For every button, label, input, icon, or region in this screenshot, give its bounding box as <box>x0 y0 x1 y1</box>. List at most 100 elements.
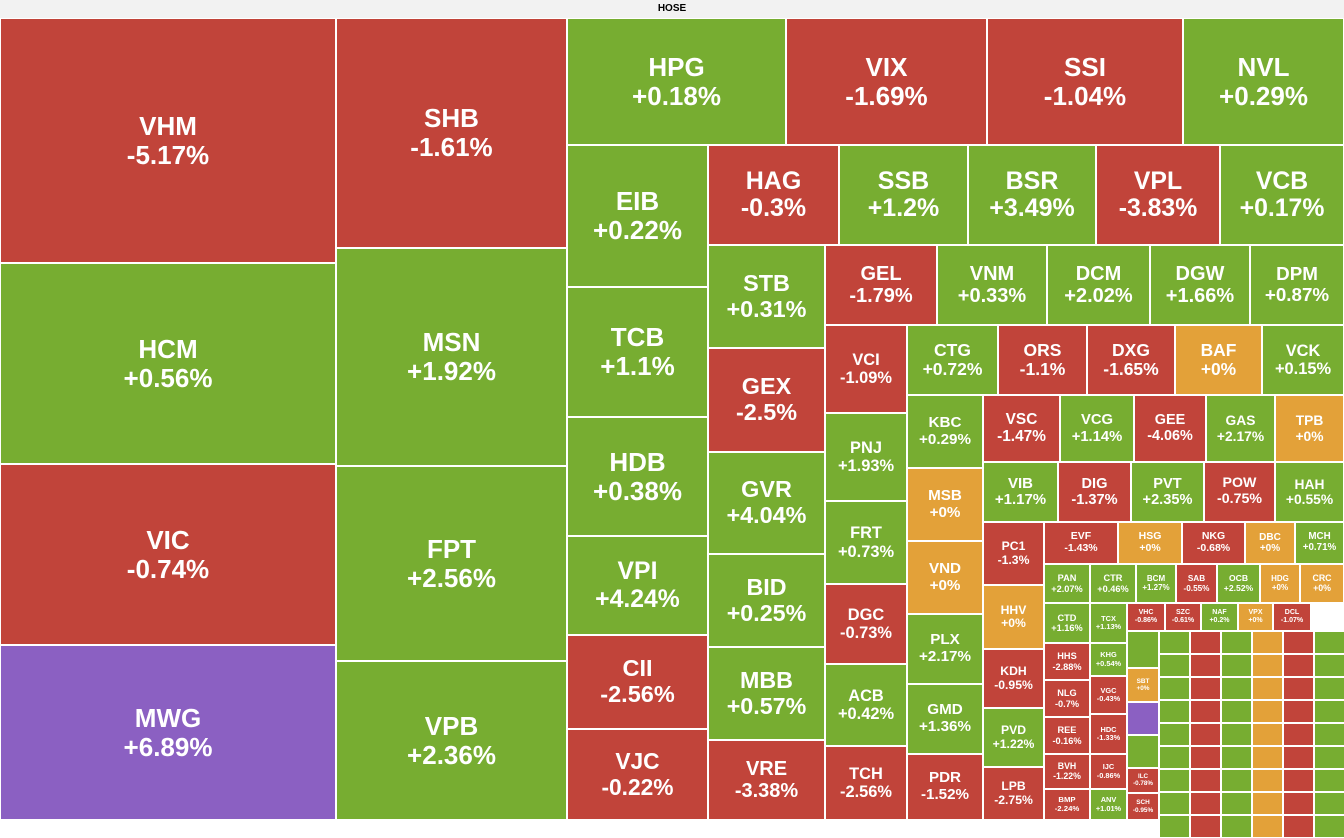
ticker: KDH <box>1000 664 1027 679</box>
ticker: NVL <box>1237 51 1290 82</box>
stock-tile: CTR +0.46% <box>1090 564 1136 603</box>
stock-tile: VPX +0% <box>1238 603 1273 631</box>
minor-tile <box>1190 769 1221 792</box>
ticker: VPX <box>1248 609 1263 617</box>
minor-tile <box>1159 631 1190 654</box>
minor-tile <box>1190 700 1221 723</box>
stock-tile: SAB -0.55% <box>1176 564 1217 603</box>
ticker: HSG <box>1138 530 1162 543</box>
change-label: -0.75% <box>1217 491 1262 507</box>
minor-tile <box>1127 702 1159 735</box>
change-label: -0.22% <box>601 773 674 800</box>
change-label: +0.72% <box>922 359 983 379</box>
ticker: HDC <box>1100 724 1117 734</box>
stock-tile: SSI -1.04% <box>987 18 1183 145</box>
ticker: GEE <box>1154 411 1186 428</box>
change-label: +2.56% <box>407 562 496 593</box>
change-label: +0.2% <box>1209 617 1230 624</box>
change-label: +0.15% <box>1274 360 1332 378</box>
ticker: VSC <box>1005 410 1038 428</box>
stock-tile: MWG +6.89% <box>0 645 336 820</box>
change-label: +1.1% <box>600 351 675 381</box>
stock-tile: IJC -0.86% <box>1090 754 1127 789</box>
ticker: BSR <box>1005 166 1059 195</box>
stock-tile: DIG -1.37% <box>1058 462 1131 522</box>
ticker: DCM <box>1075 263 1122 285</box>
change-label: -1.65% <box>1103 359 1159 379</box>
ticker: GEL <box>860 263 902 285</box>
stock-tile: HAH +0.55% <box>1275 462 1344 522</box>
minor-tile <box>1252 769 1283 792</box>
stock-tile: LPB -2.75% <box>983 767 1044 820</box>
change-label: +0.33% <box>957 285 1027 307</box>
change-label: +4.04% <box>726 502 807 528</box>
change-label: +1.66% <box>1165 285 1235 307</box>
stock-tile: CTD +1.16% <box>1044 603 1090 643</box>
minor-tile <box>1190 631 1221 654</box>
ticker: CTG <box>934 339 971 360</box>
stock-tile: GEE -4.06% <box>1134 395 1206 462</box>
change-label: -1.52% <box>920 786 970 803</box>
stock-tile: DPM +0.87% <box>1250 245 1344 325</box>
change-label: +2.36% <box>407 739 496 770</box>
change-label: +0% <box>929 503 961 521</box>
minor-tile <box>1314 700 1344 723</box>
ticker: KBC <box>928 413 962 431</box>
stock-tile: ACB +0.42% <box>825 664 907 746</box>
stock-tile: HPG +0.18% <box>567 18 786 145</box>
stock-tile: DGC -0.73% <box>825 584 907 664</box>
stock-tile: CRC +0% <box>1300 564 1344 603</box>
ticker: TCX <box>1101 613 1116 623</box>
stock-tile: STB +0.31% <box>708 245 825 348</box>
change-label: -2.5% <box>735 399 798 425</box>
minor-tile <box>1314 815 1344 838</box>
stock-tile: CII -2.56% <box>567 635 708 729</box>
minor-tile <box>1190 677 1221 700</box>
ticker: CRC <box>1312 572 1332 583</box>
change-label: -4.06% <box>1147 427 1193 444</box>
change-label: -1.1% <box>1019 359 1066 379</box>
ticker: VCB <box>1255 167 1309 195</box>
ticker: PNJ <box>850 438 882 457</box>
minor-tile <box>1314 654 1344 677</box>
stock-tile: VIX -1.69% <box>786 18 987 145</box>
ticker: KHG <box>1100 650 1117 660</box>
change-label: -2.56% <box>840 783 892 801</box>
ticker: PVD <box>1000 723 1027 738</box>
stock-tile: HAG -0.3% <box>708 145 839 245</box>
stock-tile: FPT +2.56% <box>336 466 567 661</box>
stock-tile: HHV +0% <box>983 585 1044 649</box>
change-label: -1.79% <box>849 285 913 307</box>
stock-tile: BAF +0% <box>1175 325 1262 395</box>
stock-tile: PAN +2.07% <box>1044 564 1090 603</box>
minor-tile <box>1252 792 1283 815</box>
ticker: IJC <box>1102 762 1115 772</box>
ticker: HDB <box>609 446 666 477</box>
change-label: -0.73% <box>840 624 892 642</box>
minor-tile <box>1190 654 1221 677</box>
stock-tile: NAF +0.2% <box>1201 603 1238 631</box>
ticker: BMP <box>1058 794 1076 804</box>
minor-tile <box>1159 769 1190 792</box>
change-label: -1.61% <box>410 132 493 162</box>
stock-tile: VRE -3.38% <box>708 740 825 820</box>
ticker: VCI <box>852 350 880 369</box>
minor-tile <box>1252 631 1283 654</box>
change-label: +0.87% <box>1264 284 1330 305</box>
ticker: VIC <box>146 524 190 555</box>
ticker: ACB <box>848 686 884 705</box>
ticker: PLX <box>930 631 960 649</box>
stock-tile: CTG +0.72% <box>907 325 998 395</box>
stock-tile: GEX -2.5% <box>708 348 825 452</box>
stock-tile: VHM -5.17% <box>0 18 336 263</box>
change-label: +4.24% <box>595 585 680 613</box>
stock-tile: GAS +2.17% <box>1206 395 1275 462</box>
minor-tile <box>1221 815 1252 838</box>
minor-tile <box>1314 723 1344 746</box>
change-label: +0.25% <box>726 599 807 626</box>
stock-tile: SZC -0.61% <box>1165 603 1201 631</box>
ticker: VPL <box>1133 167 1183 195</box>
change-label: +0.42% <box>837 705 895 723</box>
stock-tile: GMD +1.36% <box>907 684 983 754</box>
stock-tile: HDB +0.38% <box>567 417 708 536</box>
